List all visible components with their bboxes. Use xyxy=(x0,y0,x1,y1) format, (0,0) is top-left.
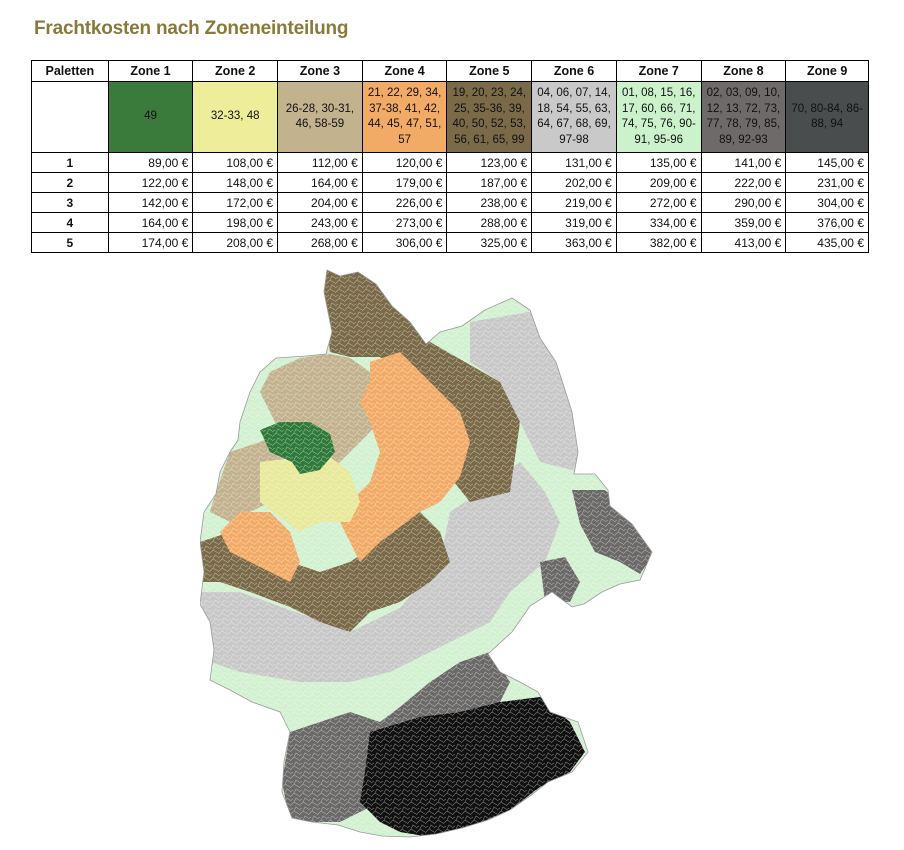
pallets-cell: 2 xyxy=(31,172,109,193)
price-cell: 359,00 € xyxy=(700,212,787,233)
column-header: Zone 9 xyxy=(785,60,869,82)
price-cell: 209,00 € xyxy=(615,172,702,193)
table-row: 5 174,00 €208,00 €268,00 €306,00 €325,00 … xyxy=(31,232,869,253)
price-cell: 306,00 € xyxy=(361,232,448,253)
zone-postcodes-cell: 02, 03, 09, 10, 12, 13, 72, 73, 77, 78, … xyxy=(700,81,787,153)
column-header: Zone 2 xyxy=(192,60,279,82)
price-cell: 122,00 € xyxy=(107,172,194,193)
pallets-cell: 1 xyxy=(31,152,109,173)
price-cell: 435,00 € xyxy=(785,232,869,253)
empty-cell xyxy=(31,81,109,153)
column-header: Zone 4 xyxy=(361,60,448,82)
price-cell: 376,00 € xyxy=(785,212,869,233)
germany-zone-map xyxy=(200,269,653,838)
price-cell: 334,00 € xyxy=(615,212,702,233)
page-title: Frachtkosten nach Zoneneinteilung xyxy=(34,18,349,39)
table-row: 4 164,00 €198,00 €243,00 €273,00 €288,00 … xyxy=(31,212,869,233)
price-cell: 141,00 € xyxy=(700,152,787,173)
price-cell: 226,00 € xyxy=(361,192,448,213)
price-cell: 187,00 € xyxy=(446,172,533,193)
zone-postcodes-cell: 49 xyxy=(107,81,194,153)
zone-postcodes-cell: 32-33, 48 xyxy=(192,81,279,153)
price-cell: 231,00 € xyxy=(785,172,869,193)
price-cell: 142,00 € xyxy=(107,192,194,213)
table-row: 3 142,00 €172,00 €204,00 €226,00 €238,00 … xyxy=(31,192,869,213)
price-cell: 89,00 € xyxy=(107,152,194,173)
table-row: 2 122,00 €148,00 €164,00 €179,00 €187,00 … xyxy=(31,172,869,193)
price-cell: 243,00 € xyxy=(277,212,363,233)
pallets-cell: 5 xyxy=(31,232,109,253)
price-cell: 363,00 € xyxy=(531,232,617,253)
price-cell: 108,00 € xyxy=(192,152,279,173)
price-cell: 120,00 € xyxy=(361,152,448,173)
postcode-borders-overlay xyxy=(200,269,653,838)
price-cell: 164,00 € xyxy=(107,212,194,233)
price-cell: 268,00 € xyxy=(277,232,363,253)
price-cell: 290,00 € xyxy=(700,192,787,213)
column-header: Zone 7 xyxy=(615,60,702,82)
price-cell: 288,00 € xyxy=(446,212,533,233)
price-cell: 179,00 € xyxy=(361,172,448,193)
price-cell: 164,00 € xyxy=(277,172,363,193)
column-header: Paletten xyxy=(31,60,109,82)
zone-postcode-row: 49 32-33, 48 26-28, 30-31, 46, 58-59 21,… xyxy=(31,81,869,153)
zone-postcodes-cell: 70, 80-84, 86-88, 94 xyxy=(785,81,869,153)
price-cell: 172,00 € xyxy=(192,192,279,213)
price-cell: 222,00 € xyxy=(700,172,787,193)
column-header: Zone 5 xyxy=(446,60,533,82)
price-cell: 202,00 € xyxy=(531,172,617,193)
pallets-cell: 3 xyxy=(31,192,109,213)
price-cell: 135,00 € xyxy=(615,152,702,173)
price-cell: 273,00 € xyxy=(361,212,448,233)
table-header-row: Paletten Zone 1 Zone 2 Zone 3 Zone 4 Zon… xyxy=(31,60,869,82)
price-cell: 123,00 € xyxy=(446,152,533,173)
price-cell: 131,00 € xyxy=(531,152,617,173)
price-cell: 325,00 € xyxy=(446,232,533,253)
zone-postcodes-cell: 04, 06, 07, 14, 18, 54, 55, 63, 64, 67, … xyxy=(531,81,617,153)
column-header: Zone 8 xyxy=(700,60,787,82)
price-cell: 148,00 € xyxy=(192,172,279,193)
price-cell: 272,00 € xyxy=(615,192,702,213)
price-cell: 319,00 € xyxy=(531,212,617,233)
price-cell: 208,00 € xyxy=(192,232,279,253)
price-cell: 219,00 € xyxy=(531,192,617,213)
price-cell: 304,00 € xyxy=(785,192,869,213)
pallets-cell: 4 xyxy=(31,212,109,233)
price-cell: 204,00 € xyxy=(277,192,363,213)
column-header: Zone 3 xyxy=(277,60,363,82)
price-cell: 413,00 € xyxy=(700,232,787,253)
table-row: 1 89,00 €108,00 €112,00 €120,00 €123,00 €… xyxy=(31,152,869,173)
zone-postcodes-cell: 21, 22, 29, 34, 37-38, 41, 42, 44, 45, 4… xyxy=(361,81,448,153)
price-cell: 198,00 € xyxy=(192,212,279,233)
zone-postcodes-cell: 26-28, 30-31, 46, 58-59 xyxy=(277,81,363,153)
price-cell: 112,00 € xyxy=(277,152,363,173)
column-header: Zone 1 xyxy=(107,60,194,82)
zone-postcodes-cell: 01, 08, 15, 16, 17, 60, 66, 71, 74, 75, … xyxy=(615,81,702,153)
price-cell: 174,00 € xyxy=(107,232,194,253)
price-cell: 238,00 € xyxy=(446,192,533,213)
price-cell: 382,00 € xyxy=(615,232,702,253)
zone-postcodes-cell: 19, 20, 23, 24, 25, 35-36, 39, 40, 50, 5… xyxy=(446,81,533,153)
column-header: Zone 6 xyxy=(531,60,617,82)
price-cell: 145,00 € xyxy=(785,152,869,173)
freight-rate-table: Paletten Zone 1 Zone 2 Zone 3 Zone 4 Zon… xyxy=(31,60,869,253)
